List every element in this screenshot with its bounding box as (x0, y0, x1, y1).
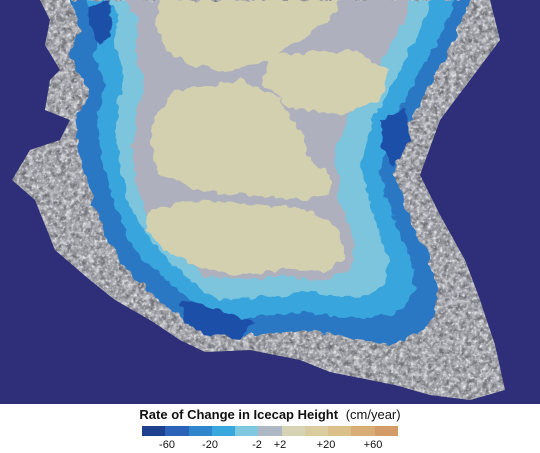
legend-color-swatch (211, 426, 236, 436)
legend-tick-label: -60 (159, 439, 175, 451)
legend-color-swatch (281, 426, 305, 436)
thinning-patch-east (380, 110, 410, 165)
legend-unit: (cm/year) (345, 407, 401, 422)
legend-title-text: Rate of Change in Icecap Height (139, 407, 339, 422)
legend-tick-label: +20 (316, 439, 336, 451)
legend-color-swatch (328, 426, 352, 436)
thickening-zone-north (155, 0, 340, 70)
legend-colorbar (142, 426, 398, 436)
greenland-elevation-map (0, 0, 540, 404)
legend-color-swatch (165, 426, 189, 436)
legend-tick-label: +60 (363, 439, 383, 451)
map-legend: Rate of Change in Icecap Height (cm/year… (0, 404, 540, 453)
thinning-patch-northwest (88, 0, 112, 45)
legend-color-swatch (258, 426, 282, 436)
legend-tick-label: -2 (252, 439, 262, 451)
thickening-zone-northeast (262, 50, 390, 115)
legend-color-swatch (304, 426, 329, 436)
thickening-zone-central (150, 80, 330, 200)
thickening-zone-south (145, 200, 345, 275)
legend-color-swatch (351, 426, 375, 436)
legend-color-swatch (374, 426, 398, 436)
legend-ticks: -60 -20 -2 +2 +20 +60 (0, 439, 540, 453)
thinning-patch-southwest (180, 300, 255, 338)
legend-color-swatch (188, 426, 212, 436)
legend-color-swatch (142, 426, 166, 436)
legend-tick-label: -20 (202, 439, 218, 451)
greenland-terrain-render (12, 0, 505, 400)
legend-tick-label: +2 (273, 439, 287, 451)
legend-title: Rate of Change in Icecap Height (cm/year… (0, 407, 540, 422)
ice-sheet (70, 0, 470, 345)
legend-color-swatch (235, 426, 259, 436)
